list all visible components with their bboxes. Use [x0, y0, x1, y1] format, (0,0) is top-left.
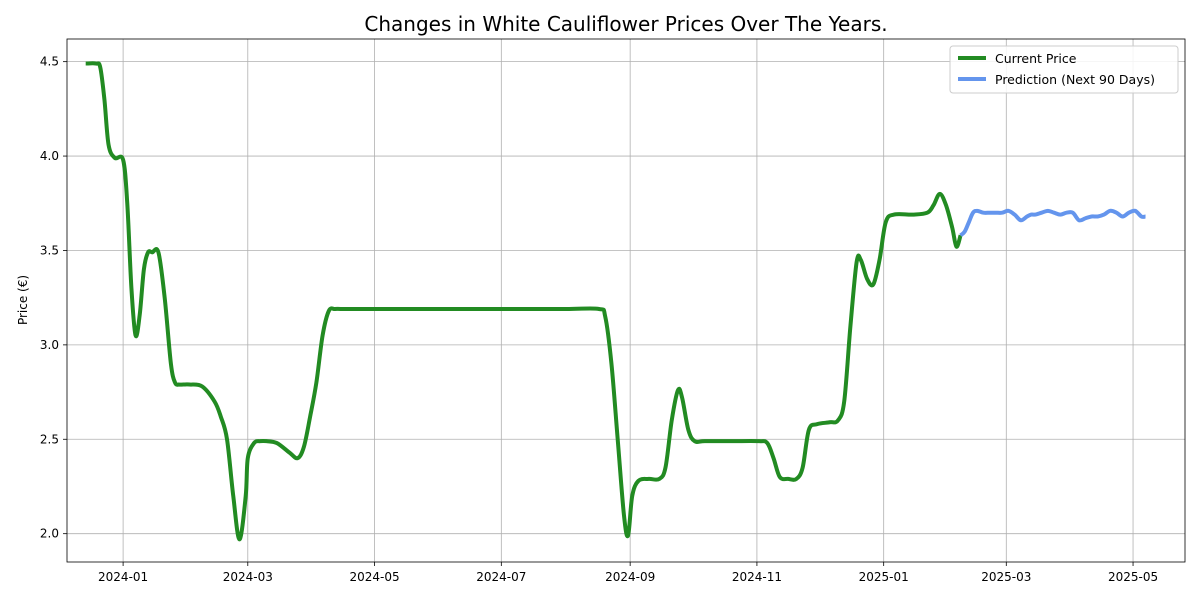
legend-label-current-price: Current Price	[995, 51, 1077, 66]
y-tick-label: 3.0	[40, 338, 59, 352]
y-tick-label: 4.5	[40, 55, 59, 69]
series-line-prediction	[959, 208, 1146, 237]
x-tick-label: 2025-05	[1108, 570, 1158, 584]
y-tick-label: 3.5	[40, 243, 59, 257]
y-axis: 2.0 2.5 3.0 3.5 4.0 4.5	[40, 55, 67, 541]
x-tick-label: 2024-07	[476, 570, 526, 584]
x-tick-label: 2024-03	[223, 570, 273, 584]
x-tick-label: 2025-01	[859, 570, 909, 584]
x-tick-label: 2024-11	[732, 570, 782, 584]
series-layer	[85, 61, 1146, 542]
x-tick-label: 2024-05	[349, 570, 399, 584]
plot-frame	[66, 38, 1186, 563]
y-tick-label: 2.5	[40, 432, 59, 446]
y-axis-label: Price (€)	[16, 275, 30, 325]
y-tick-label: 2.0	[40, 527, 59, 541]
gridlines	[67, 39, 1185, 562]
x-tick-label: 2024-01	[98, 570, 148, 584]
x-tick-label: 2024-09	[605, 570, 655, 584]
series-line-current-price	[85, 61, 963, 542]
x-tick-label: 2025-03	[981, 570, 1031, 584]
x-axis: 2024-01 2024-03 2024-05 2024-07 2024-09 2024-…	[98, 562, 1158, 584]
y-tick-label: 4.0	[40, 149, 59, 163]
chart-title: Changes in White Cauliflower Prices Over…	[364, 12, 887, 36]
legend-label-prediction: Prediction (Next 90 Days)	[995, 72, 1155, 87]
legend: Current Price Prediction (Next 90 Days)	[949, 45, 1179, 94]
legend-box	[949, 45, 1179, 94]
